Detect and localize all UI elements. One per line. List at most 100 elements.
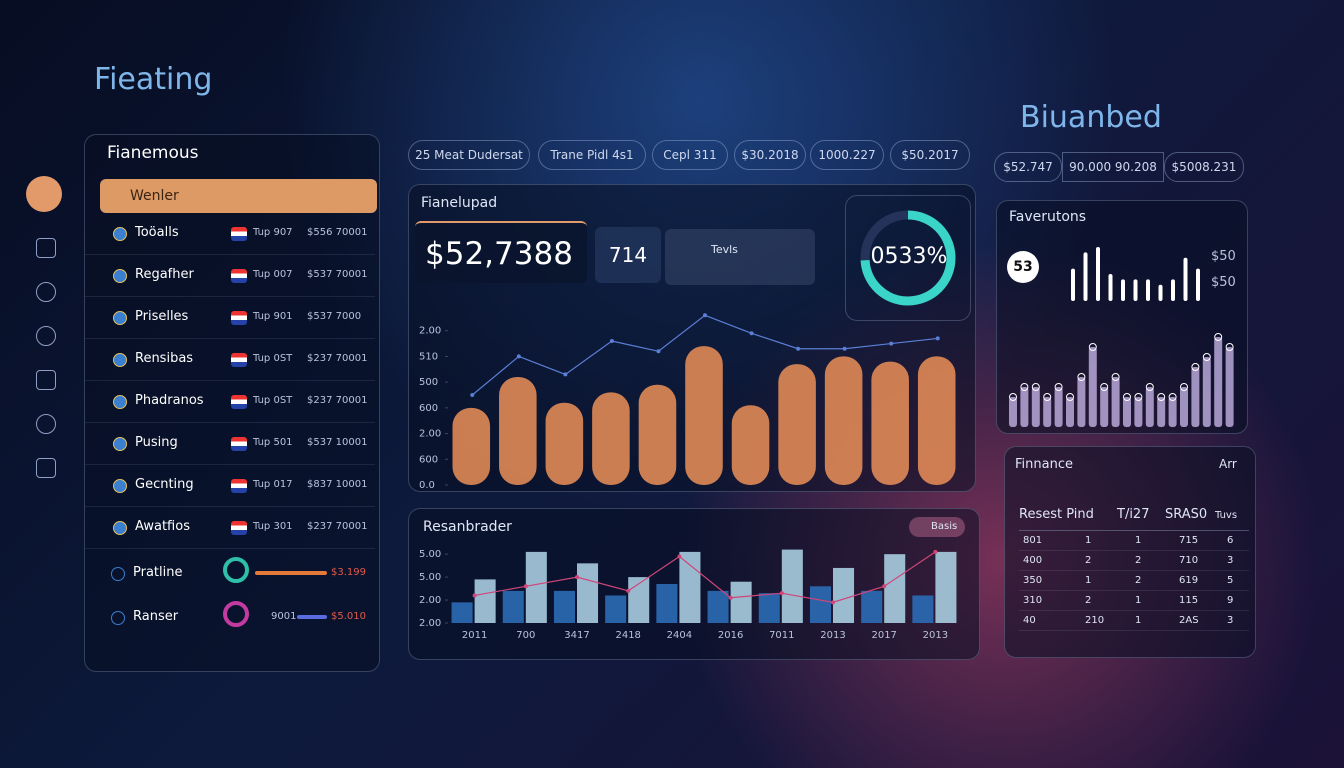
table-cell: 2 (1135, 555, 1142, 566)
header-cell: Resest Pind (1019, 507, 1094, 522)
bar (1202, 357, 1211, 427)
chip[interactable]: Cepl 311 (652, 140, 728, 170)
line-point (703, 313, 707, 318)
list-row[interactable]: Pusing Tup 501 $537 10001 (85, 425, 375, 465)
chip[interactable]: Trane Pidl 4s1 (538, 140, 646, 170)
row-name: Pratline (133, 565, 183, 580)
line-point (470, 393, 475, 397)
line-point (563, 372, 568, 377)
line-point (933, 549, 938, 554)
table-cell: 3 (1227, 615, 1234, 626)
header-cell: Tuvs (1215, 510, 1238, 521)
kpi-tile: 714 (595, 227, 661, 283)
bar (1083, 252, 1088, 301)
line-point (656, 349, 661, 354)
chip[interactable]: 25 Meat Dudersat (408, 140, 530, 170)
bar (1191, 367, 1200, 427)
bar (638, 384, 677, 485)
row-code: Tup 907 (253, 227, 293, 238)
bar-cap (1043, 393, 1052, 401)
bar (499, 377, 537, 485)
row-icon (113, 227, 127, 241)
nav-icon[interactable] (36, 326, 56, 346)
fav-label: $50 (1211, 249, 1236, 264)
header-cell: SRAS0 (1165, 507, 1208, 522)
list-row[interactable]: Phadranos Tup 0ST $237 70001 (85, 383, 375, 423)
bar (685, 346, 723, 485)
x-tick-label: 2011 (462, 630, 487, 641)
bar (1111, 377, 1120, 427)
list-row[interactable]: Priselles Tup 901 $537 7000 (85, 299, 375, 339)
row-code: Tup 0ST (253, 353, 293, 364)
row-value: $237 70001 (307, 395, 368, 406)
nav-icon[interactable] (36, 282, 56, 302)
row-icon (113, 479, 127, 493)
table-row: 40 210 1 2AS 3 (1019, 611, 1249, 631)
bar (1121, 279, 1125, 301)
row-code: Tup 0ST (253, 395, 293, 406)
bar-cap (1168, 393, 1177, 401)
bar (1054, 387, 1063, 427)
y-tick-label: 2.00 (419, 618, 441, 629)
list-row[interactable]: Regafher Tup 007 $537 70001 (85, 257, 375, 297)
bar-cap (1111, 373, 1120, 381)
bar (758, 593, 780, 623)
bar (1146, 279, 1150, 301)
bar-cap (1214, 333, 1223, 341)
bar (525, 551, 547, 623)
line-point (728, 595, 733, 600)
bar (452, 407, 491, 485)
chip[interactable]: $50.2017 (890, 140, 970, 170)
lock-icon[interactable] (26, 176, 62, 212)
bar (1158, 284, 1163, 301)
row-flag (231, 311, 247, 325)
list-row[interactable]: Toöalls Tup 907 $556 70001 (85, 215, 375, 255)
bar (1108, 274, 1113, 301)
row-code: 9001 (271, 611, 297, 622)
finance-table: Resest Pind T/i27 SRAS0 Tuvs 801 1 1 715 6 400 2 2 7… (1019, 505, 1249, 631)
line-point (831, 600, 835, 605)
nav-icon[interactable] (36, 458, 56, 478)
y-tick-label: 2.00 (419, 595, 441, 606)
chip[interactable]: $30.2018 (734, 140, 806, 170)
row-flag (231, 479, 247, 493)
bar (1020, 387, 1029, 427)
progress-row: Pratline $3.199 (85, 555, 375, 595)
bar (1123, 397, 1131, 427)
bar-cap (1066, 393, 1074, 401)
list-row[interactable]: Awatfios Tup 301 $237 70001 (85, 509, 375, 549)
x-tick-label: 2016 (718, 630, 743, 641)
list-row[interactable]: Rensibas Tup 0ST $237 70001 (85, 341, 375, 381)
row-icon (113, 437, 127, 451)
bar-cap (1100, 383, 1109, 391)
line-point (889, 341, 894, 346)
bar (778, 364, 816, 485)
chip[interactable]: 1000.227 (810, 140, 884, 170)
row-value: $537 70001 (307, 269, 368, 280)
main-panel: Fianelupad $52,7388 714 Tevls 0533% 0.0 6… (408, 184, 976, 492)
bar (1168, 397, 1177, 427)
row-flag (231, 437, 247, 451)
list-row[interactable]: Gecnting Tup 017 $837 10001 (85, 467, 375, 507)
nav-icon[interactable] (36, 370, 56, 390)
ring-icon (223, 601, 249, 627)
row-icon (113, 521, 127, 535)
legend-chip[interactable]: Basis (909, 517, 965, 537)
bar-cap (1157, 393, 1166, 401)
x-tick-label: 2013 (820, 630, 845, 641)
nav-icon[interactable] (36, 414, 56, 434)
bar-cap (1145, 383, 1154, 391)
nav-icon[interactable] (36, 238, 56, 258)
row-name: Regafher (135, 267, 194, 282)
row-icon (111, 567, 125, 581)
table-cell: 9 (1227, 595, 1234, 606)
bar (781, 549, 803, 623)
row-list: Toöalls Tup 907 $556 70001 Regafher Tup 007 $… (85, 215, 381, 665)
row-name: Toöalls (135, 225, 179, 240)
line-point (575, 575, 579, 580)
selected-item[interactable]: Wenler (100, 179, 377, 213)
x-tick-label: 2017 (871, 630, 896, 641)
row-value: $5.010 (331, 611, 366, 622)
y-tick-label: 600 (419, 454, 438, 465)
